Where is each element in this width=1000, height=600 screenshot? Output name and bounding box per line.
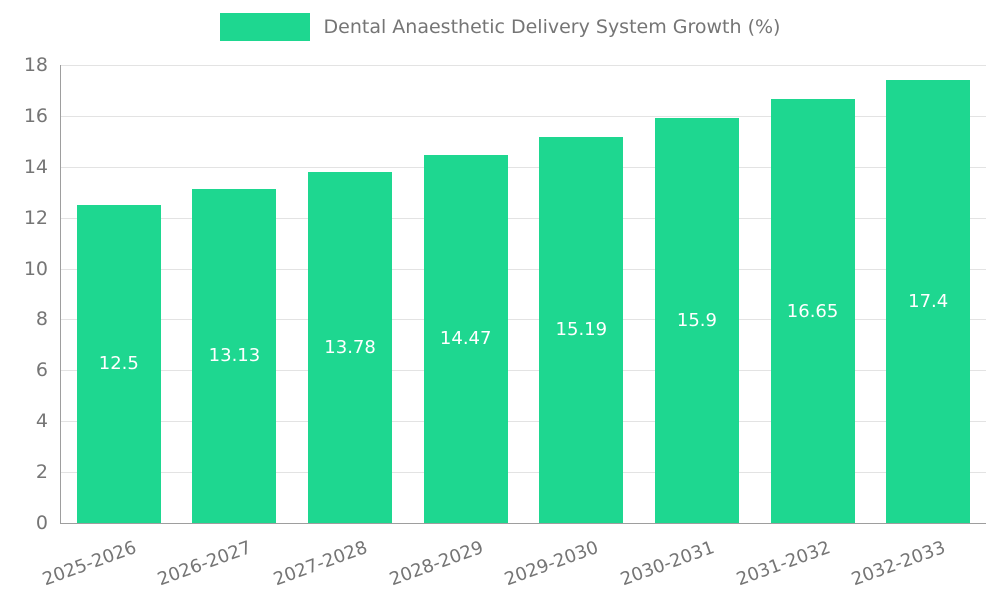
bar: 14.47 — [423, 154, 508, 523]
bar-value-label: 16.65 — [786, 300, 839, 322]
y-tick-label: 18 — [23, 54, 48, 76]
gridline — [61, 115, 986, 117]
gridline — [61, 268, 986, 270]
bar: 12.5 — [76, 204, 161, 523]
bar-value-label: 13.13 — [208, 345, 261, 367]
bar-value-label: 13.78 — [324, 337, 376, 359]
y-tick-label: 16 — [23, 104, 48, 127]
legend-label: Dental Anaesthetic Delivery System Growt… — [323, 16, 781, 38]
bar: 13.78 — [308, 172, 393, 523]
legend-swatch-icon — [219, 13, 310, 41]
y-tick-label: 0 — [35, 512, 48, 534]
x-tick-label: 2025-2026 — [39, 537, 139, 591]
y-tick-label: 12 — [23, 206, 48, 229]
gridline — [61, 217, 986, 219]
bar: 15.19 — [539, 136, 624, 523]
bar: 13.13 — [192, 188, 277, 523]
bar-value-label: 12.5 — [98, 353, 139, 375]
x-tick-label: 2028-2029 — [386, 537, 486, 591]
gridline — [61, 370, 986, 372]
x-tick-label: 2030-2031 — [617, 537, 718, 591]
y-tick-label: 2 — [35, 461, 48, 484]
gridline — [61, 472, 986, 474]
y-tick-label: 8 — [35, 308, 48, 331]
y-tick-label: 4 — [35, 410, 48, 433]
plot-area: 12.5 13.13 13.78 14.47 15.19 15.9 16.65 17.4 — [60, 65, 986, 524]
x-tick-label: 2032-2033 — [848, 537, 949, 591]
bar-value-label: 15.19 — [555, 319, 608, 341]
chart-legend[interactable]: Dental Anaesthetic Delivery System Growt… — [0, 13, 1000, 41]
bar-value-label: 17.4 — [908, 291, 949, 313]
bar: 15.9 — [654, 118, 739, 523]
gridline — [61, 166, 986, 168]
x-tick-label: 2026-2027 — [155, 537, 255, 591]
x-tick-label: 2031-2032 — [733, 537, 833, 591]
gridline — [61, 65, 986, 66]
bar: 17.4 — [886, 80, 971, 523]
bar: 16.65 — [770, 99, 855, 523]
bar-value-label: 15.9 — [676, 310, 717, 332]
x-tick-label: 2029-2030 — [502, 537, 602, 591]
gridline — [61, 319, 986, 321]
gridline — [61, 421, 986, 423]
x-tick-label: 2027-2028 — [270, 537, 371, 591]
y-tick-label: 10 — [23, 257, 48, 280]
y-tick-label: 14 — [23, 155, 48, 178]
y-tick-label: 6 — [35, 359, 48, 382]
bar-value-label: 14.47 — [439, 328, 492, 350]
